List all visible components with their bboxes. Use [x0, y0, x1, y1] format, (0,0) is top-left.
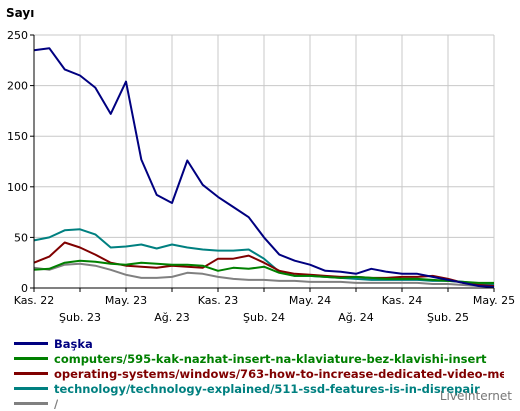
x-tick-label: Şub. 23 [59, 311, 101, 324]
legend-item: Başka [14, 336, 504, 351]
legend-label: technology/technology-explained/511-ssd-… [54, 381, 480, 396]
series-lines [33, 47, 495, 288]
legend: Başka computers/595-kak-nazhat-insert-na-… [14, 336, 504, 411]
x-tick-label: Ağ. 24 [338, 311, 374, 324]
x-tick-label: Kas. 22 [14, 294, 54, 307]
x-tick-label: May. 24 [289, 294, 331, 307]
legend-swatch [14, 357, 48, 360]
y-axis-label: Sayı [6, 6, 34, 20]
legend-label: / [54, 396, 59, 411]
legend-item: technology/technology-explained/511-ssd-… [14, 381, 504, 396]
x-tick-label: Şub. 25 [427, 311, 469, 324]
x-tick-label: May. 23 [105, 294, 147, 307]
legend-swatch [14, 387, 48, 390]
series-line-1 [33, 47, 495, 288]
y-tick-label: 100 [7, 181, 28, 194]
y-tick-label: 0 [21, 282, 28, 295]
credit-label: LiveInternet [439, 389, 512, 403]
legend-swatch [14, 342, 48, 345]
x-tick-label: Kas. 23 [198, 294, 238, 307]
x-tick-label: Ağ. 23 [154, 311, 190, 324]
legend-label: computers/595-kak-nazhat-insert-na-klavi… [54, 351, 487, 366]
y-tick-label: 50 [14, 231, 28, 244]
series-line-2 [33, 259, 494, 284]
legend-swatch [14, 372, 48, 375]
line-chart: 0 50 100 150 200 250 Kas. 22 May. 23 Kas. 23 May.… [6, 6, 515, 324]
legend-label: operating-systems/windows/763-how-to-inc… [54, 366, 504, 381]
legend-item: / [14, 396, 504, 411]
y-tick-label: 250 [7, 29, 28, 42]
series-line-5 [33, 262, 494, 287]
x-tick-label: May. 25 [473, 294, 515, 307]
legend-item: operating-systems/windows/763-how-to-inc… [14, 366, 504, 381]
x-tick-label: Kas. 24 [382, 294, 422, 307]
legend-label: Başka [54, 336, 93, 351]
legend-item: computers/595-kak-nazhat-insert-na-klavi… [14, 351, 504, 366]
y-tick-label: 150 [7, 130, 28, 143]
x-tick-label: Şub. 24 [243, 311, 285, 324]
axes [30, 34, 495, 292]
tick-labels: 0 50 100 150 200 250 Kas. 22 May. 23 Kas. 23 May.… [7, 29, 515, 324]
y-tick-label: 200 [7, 80, 28, 93]
legend-swatch [14, 402, 48, 405]
